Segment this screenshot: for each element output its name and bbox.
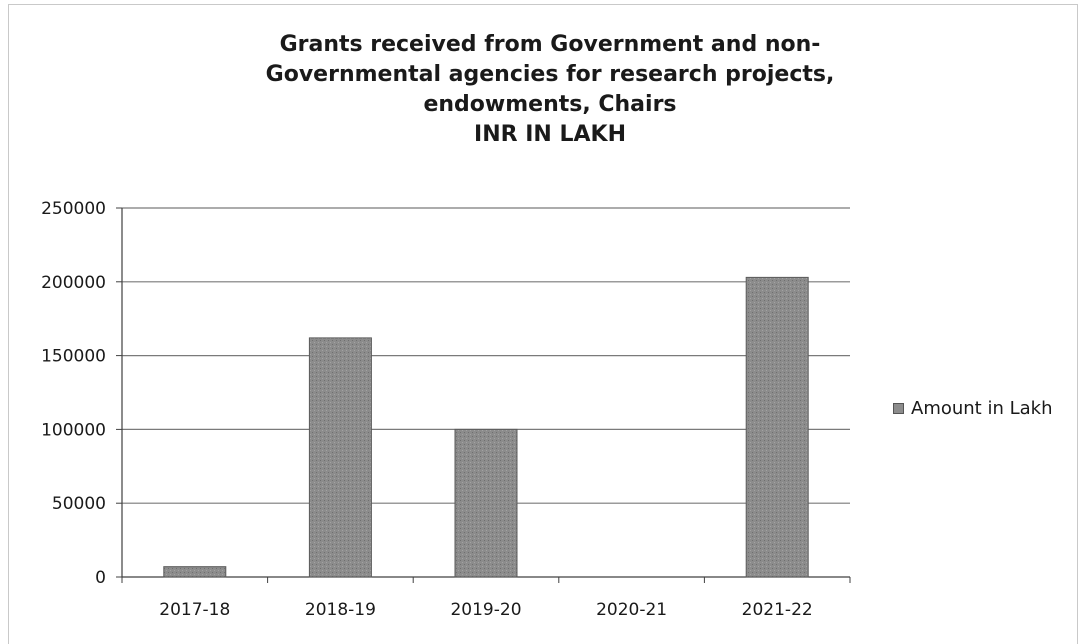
chart-title-line-1: Grants received from Government and non- [279,32,821,57]
y-tick-label: 250000 [41,199,106,219]
x-tick-label: 2018-19 [305,600,376,620]
x-tick-label: 2019-20 [450,600,521,620]
y-tick-label: 0 [95,568,106,588]
y-tick-label: 200000 [41,273,106,293]
bar [454,428,518,578]
x-tick-label: 2017-18 [159,600,230,620]
legend-label: Amount in Lakh [911,398,1053,419]
chart-title-line-3: endowments, Chairs [423,92,677,117]
y-tick-label: 100000 [41,420,106,440]
chart-title-line-4: INR IN LAKH [474,122,626,147]
y-tick-label: 50000 [52,494,106,514]
bar [308,337,372,578]
legend: Amount in Lakh [893,398,1052,419]
x-tick-label: 2021-22 [742,600,813,620]
x-tick-label: 2020-21 [596,600,667,620]
chart-title: Grants received from Government and non-… [200,30,900,150]
y-tick-label: 150000 [41,347,106,367]
chart-title-line-2: Governmental agencies for research proje… [265,62,835,87]
legend-swatch [893,403,904,414]
bar [163,566,227,578]
bar [745,276,809,578]
chart-frame [8,4,1078,644]
